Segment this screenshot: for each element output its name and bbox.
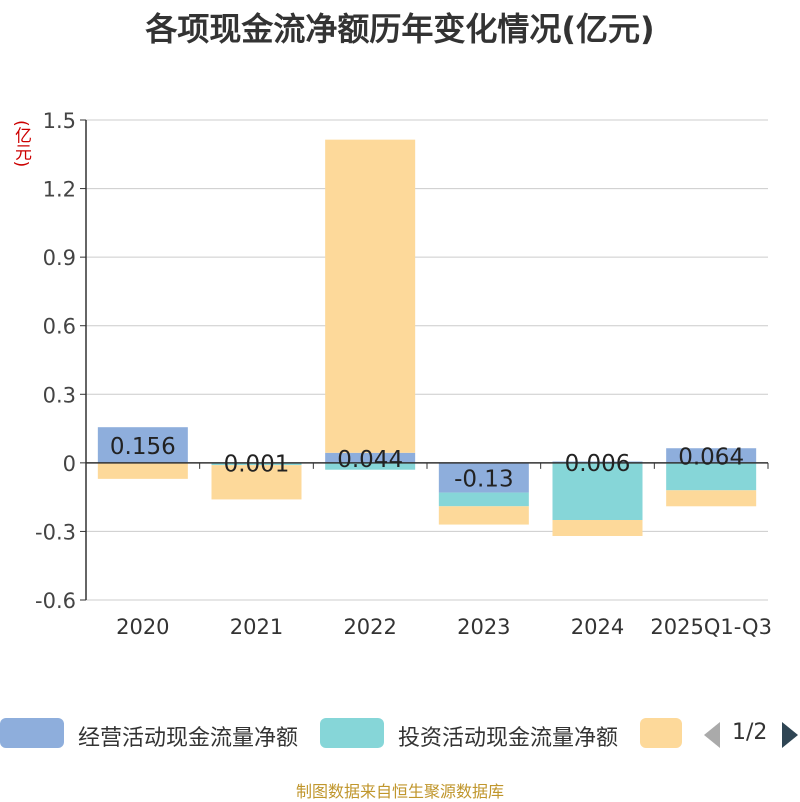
bar-series0-2022[interactable] xyxy=(325,452,416,463)
data-source-footer: 制图数据来自恒生聚源数据库 xyxy=(295,782,504,801)
bar-series0-2025Q1-Q3[interactable] xyxy=(666,448,757,463)
bar-series0-2023[interactable] xyxy=(438,462,529,493)
x-tick-label: 2022 xyxy=(343,615,396,639)
x-tick-label: 2024 xyxy=(571,615,624,639)
legend-label-investing: 投资活动现金流量净额 xyxy=(398,726,619,751)
bar-series2-2025Q1-Q3[interactable] xyxy=(666,490,757,507)
data-label: 0.006 xyxy=(565,451,631,477)
data-label: 0.044 xyxy=(337,447,403,473)
y-tick-label: -0.6 xyxy=(35,589,76,613)
chart-title: 各项现金流净额历年变化情况(亿元) xyxy=(145,10,655,48)
y-tick-label: 0 xyxy=(63,452,76,476)
bar-series1-2021[interactable] xyxy=(211,462,302,466)
y-tick-label: 1.2 xyxy=(43,178,76,202)
legend-label-operating: 经营活动现金流量净额 xyxy=(78,726,299,751)
legend-next-arrow-icon[interactable] xyxy=(782,722,798,748)
legend-swatch-operating xyxy=(0,718,64,748)
y-tick-label: 0.3 xyxy=(43,383,76,407)
y-tick-label: 0.6 xyxy=(43,315,76,339)
x-tick-label: 2025Q1-Q3 xyxy=(650,615,772,639)
data-label: 0.156 xyxy=(110,434,176,460)
data-label: 0.064 xyxy=(678,445,744,471)
data-label: 0.001 xyxy=(224,452,290,478)
legend: 经营活动现金流量净额 投资活动现金流量净额 1/2 xyxy=(0,712,800,756)
bar-series1-2023[interactable] xyxy=(438,492,529,507)
x-tick-label: 2023 xyxy=(457,615,510,639)
bar-series2-2024[interactable] xyxy=(552,520,643,536)
bar-series2-2020[interactable] xyxy=(97,462,188,479)
y-axis-unit-label: (亿元) xyxy=(11,120,31,168)
x-tick-label: 2020 xyxy=(116,615,169,639)
y-tick-label: 0.9 xyxy=(43,246,76,270)
bar-series0-2020[interactable] xyxy=(97,427,188,463)
bar-series2-2021[interactable] xyxy=(211,465,302,500)
x-tick-label: 2021 xyxy=(230,615,283,639)
y-tick-label: 1.5 xyxy=(43,109,76,133)
legend-swatch-investing xyxy=(320,718,384,748)
bar-series1-2022[interactable] xyxy=(325,462,416,470)
bar-chart: 1.5 1.2 0.9 0.6 0.3 0 -0.3 -0.6 2020 2021 2022 2023… xyxy=(35,109,772,639)
bar-series1-2025Q1-Q3[interactable] xyxy=(666,462,757,491)
bar-series1-2024[interactable] xyxy=(552,462,643,520)
bar-series2-2022[interactable] xyxy=(325,139,416,453)
legend-swatch-financing xyxy=(640,718,682,748)
legend-prev-arrow-icon[interactable] xyxy=(704,722,720,748)
y-tick-label: -0.3 xyxy=(35,520,76,544)
bar-series2-2023[interactable] xyxy=(438,506,529,525)
legend-page-indicator: 1/2 xyxy=(732,720,768,745)
data-label: -0.13 xyxy=(454,467,514,493)
